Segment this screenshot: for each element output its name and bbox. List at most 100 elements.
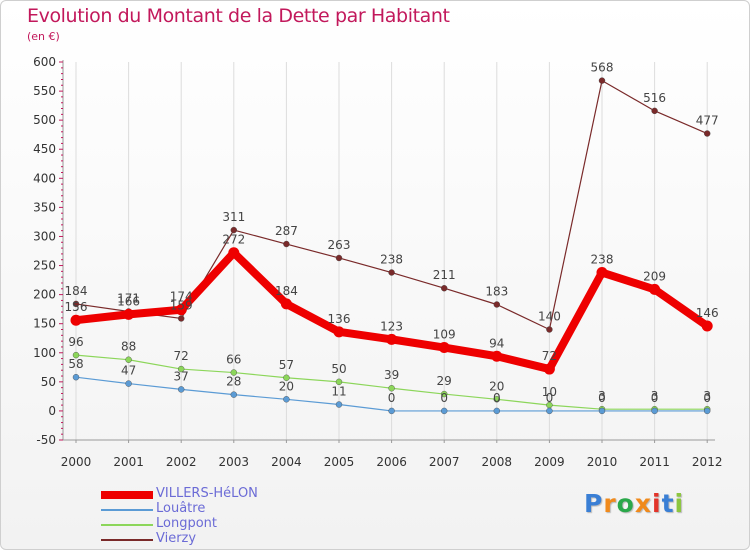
data-label: 263 xyxy=(328,238,351,252)
data-label: 20 xyxy=(279,379,294,393)
logo-letter: t xyxy=(661,489,675,518)
data-point xyxy=(546,326,553,333)
legend-label: Longpont xyxy=(156,516,218,531)
data-label: 47 xyxy=(121,364,136,378)
y-tick-label: 350 xyxy=(33,200,56,214)
data-label: 166 xyxy=(117,294,140,308)
data-label: 0 xyxy=(388,391,396,405)
x-tick-label: 2005 xyxy=(324,455,355,469)
data-label: 209 xyxy=(643,269,666,283)
legend-label: Vierzy xyxy=(156,531,197,546)
data-point xyxy=(441,407,448,415)
data-label: 272 xyxy=(222,233,245,247)
y-tick-label: 500 xyxy=(33,113,56,127)
x-tick-label: 2004 xyxy=(271,455,302,469)
data-point xyxy=(438,342,450,354)
data-label: 109 xyxy=(433,328,456,342)
data-point xyxy=(493,407,500,415)
data-label: 211 xyxy=(433,268,456,282)
data-label: 171 xyxy=(117,291,140,305)
data-label: 37 xyxy=(174,369,189,383)
data-label: 39 xyxy=(384,368,399,382)
chart-title: Evolution du Montant de la Dette par Hab… xyxy=(27,5,450,27)
data-point xyxy=(493,396,500,403)
data-point xyxy=(283,396,290,403)
data-label: 287 xyxy=(275,224,298,238)
legend-swatch xyxy=(101,524,153,526)
data-label: 140 xyxy=(538,310,561,324)
data-point xyxy=(125,356,132,363)
logo-letter: r xyxy=(603,489,617,518)
legend-label: VILLERS-HéLON xyxy=(156,486,258,501)
data-label: 568 xyxy=(591,61,614,75)
data-point xyxy=(230,369,238,376)
x-tick-label: 2003 xyxy=(219,455,250,469)
data-label: 174 xyxy=(170,290,193,304)
x-tick-label: 2006 xyxy=(376,455,407,469)
data-point xyxy=(596,267,608,279)
data-point xyxy=(649,283,661,295)
x-tick-label: 2002 xyxy=(166,455,197,469)
x-tick-label: 2000 xyxy=(61,455,92,469)
data-point xyxy=(123,308,135,320)
data-label: 29 xyxy=(437,374,452,388)
data-label: 311 xyxy=(222,210,245,224)
y-tick-label: 550 xyxy=(33,84,56,98)
data-point xyxy=(72,373,80,381)
data-label: 123 xyxy=(380,319,403,333)
data-label: 3 xyxy=(598,389,606,403)
data-point xyxy=(543,363,555,375)
data-point xyxy=(386,333,398,345)
data-label: 88 xyxy=(121,340,136,354)
y-tick-label: 50 xyxy=(41,375,56,389)
data-point xyxy=(598,77,606,84)
data-label: 477 xyxy=(696,114,719,128)
data-label: 72 xyxy=(174,349,189,363)
y-tick-label: 250 xyxy=(33,259,56,273)
logo-letter: o xyxy=(616,489,635,518)
data-label: 146 xyxy=(696,306,719,320)
data-point xyxy=(701,320,713,332)
data-label: 20 xyxy=(489,379,504,393)
data-label: 156 xyxy=(65,300,88,314)
data-label: 0 xyxy=(440,391,448,405)
data-point xyxy=(70,314,82,326)
chart-subtitle: (en €) xyxy=(27,30,60,43)
data-label: 238 xyxy=(380,253,403,267)
data-point xyxy=(125,380,132,387)
data-point xyxy=(175,304,187,316)
y-tick-label: -50 xyxy=(36,433,56,447)
data-label: 11 xyxy=(331,385,346,399)
data-point xyxy=(230,391,238,398)
data-point xyxy=(177,386,185,393)
data-point xyxy=(704,407,711,415)
data-label: 94 xyxy=(489,336,504,350)
data-point xyxy=(228,247,240,259)
data-point xyxy=(651,107,658,115)
data-label: 10 xyxy=(542,385,557,399)
x-tick-label: 2009 xyxy=(534,455,565,469)
y-tick-label: 0 xyxy=(48,404,56,418)
data-point xyxy=(335,401,343,408)
data-label: 0 xyxy=(703,391,711,405)
data-label: 3 xyxy=(703,389,711,403)
proxiti-logo: Proxiti xyxy=(584,489,684,518)
data-point xyxy=(333,326,345,338)
data-point xyxy=(491,350,503,362)
data-label: 28 xyxy=(226,375,241,389)
data-point xyxy=(388,385,395,392)
data-label: 238 xyxy=(591,253,614,267)
legend-swatch xyxy=(101,491,153,499)
x-tick-label: 2011 xyxy=(639,455,670,469)
data-point xyxy=(335,378,343,386)
x-tick-label: 2007 xyxy=(429,455,460,469)
logo-letter: x xyxy=(634,489,652,518)
data-point xyxy=(335,254,343,262)
data-label: 96 xyxy=(68,335,83,349)
data-label: 183 xyxy=(485,285,508,299)
data-point xyxy=(177,315,185,322)
data-label: 0 xyxy=(651,391,659,405)
data-point xyxy=(177,365,185,373)
